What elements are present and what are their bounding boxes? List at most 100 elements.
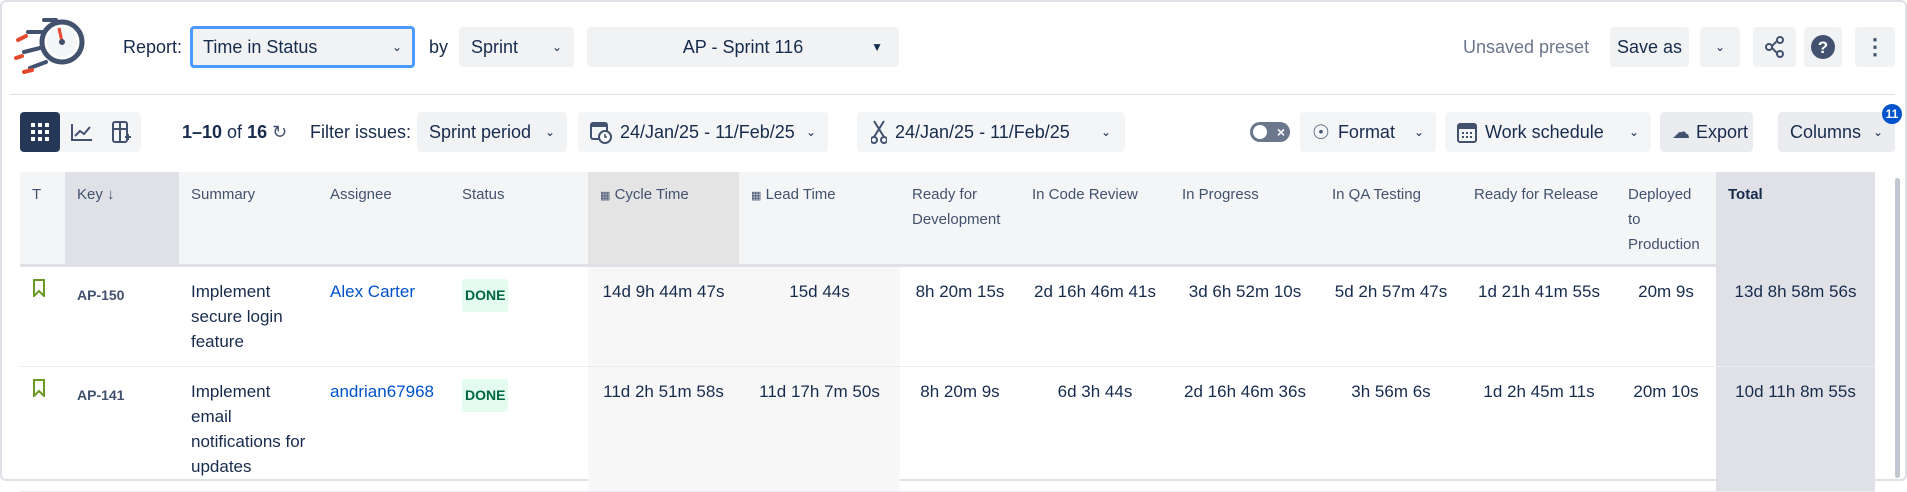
chevron-down-icon: ⌄ (1100, 125, 1111, 139)
refresh-icon[interactable]: ↻ (272, 121, 288, 142)
table-row: AP-141 Implement email notifications for… (20, 366, 1875, 492)
sort-arrow-down-icon: ↓ (107, 186, 115, 203)
in-code-review-value: 2d 16h 46m 41s (1020, 265, 1170, 367)
col-type[interactable]: T (20, 172, 65, 267)
issue-key[interactable]: AP-150 (65, 265, 179, 367)
date-range-value: 24/Jan/25 - 11/Feb/25 (620, 121, 795, 142)
assignee-cell: andrian67968 (318, 366, 450, 492)
assignee-cell: Alex Carter (318, 265, 450, 367)
save-as-button[interactable]: Save as (1610, 27, 1689, 67)
columns-label: Columns (1790, 121, 1862, 142)
chevron-down-icon: ⌄ (1714, 40, 1726, 54)
by-label: by (429, 36, 449, 57)
scissors-icon (871, 120, 887, 144)
col-ready-for-development[interactable]: Ready for Development (900, 172, 1020, 267)
report-select[interactable]: Time in Status ⌄ (190, 26, 415, 68)
col-assignee[interactable]: Assignee (318, 172, 450, 267)
chevron-down-icon: ⌄ (805, 125, 816, 139)
toggle-switch[interactable]: × (1250, 122, 1290, 142)
in-code-review-value: 6d 3h 44s (1020, 366, 1170, 492)
total-value: 13d 8h 58m 56s (1716, 265, 1875, 367)
by-select[interactable]: Sprint ⌄ (459, 27, 574, 67)
cycle-time-value: 14d 9h 44m 47s (588, 265, 739, 367)
format-button[interactable]: ☉ Format ⌄ (1300, 112, 1436, 152)
grid-view-button[interactable] (20, 112, 60, 152)
col-ready-for-release[interactable]: Ready for Release (1462, 172, 1616, 267)
in-qa-testing-value: 3h 56m 6s (1320, 366, 1462, 492)
line-chart-icon (71, 124, 92, 141)
svg-text:?: ? (1818, 38, 1828, 57)
report-value: Time in Status (203, 36, 318, 57)
table-header-row: T Key ↓ Summary Assignee Status ▦ Cycle … (20, 172, 1875, 267)
ready-for-release-value: 1d 21h 41m 55s (1462, 265, 1616, 367)
chevron-down-icon: ⌄ (1872, 125, 1883, 139)
calendar-clock-icon (590, 122, 612, 144)
drag-handle-icon[interactable]: ▦ (600, 190, 611, 202)
col-in-code-review[interactable]: In Code Review (1020, 172, 1170, 267)
drag-handle-icon[interactable]: ▦ (751, 190, 762, 202)
chevron-down-icon: ⌄ (391, 40, 402, 54)
col-deployed-to-production[interactable]: Deployed to Production (1616, 172, 1716, 267)
col-total[interactable]: Total (1716, 172, 1875, 267)
story-bookmark-icon (33, 278, 45, 298)
sprint-value: AP - Sprint 116 (682, 36, 804, 57)
chart-view-button[interactable] (64, 112, 100, 152)
filter-select[interactable]: Sprint period ⌄ (417, 112, 567, 152)
assignee-link[interactable]: andrian67968 (330, 381, 434, 401)
type-cell (20, 366, 65, 492)
assignee-link[interactable]: Alex Carter (330, 281, 416, 301)
lead-time-value: 15d 44s (739, 265, 900, 367)
status-badge: DONE (462, 278, 509, 312)
ready-for-development-value: 8h 20m 15s (900, 265, 1020, 367)
chevron-down-icon: ⌄ (1413, 125, 1424, 139)
chevron-down-icon: ⌄ (544, 125, 555, 139)
save-options-button[interactable]: ⌄ (1700, 27, 1740, 67)
pagination-info: 1–10 of 16 ↻ (182, 112, 287, 152)
filter-label: Filter issues: (310, 121, 412, 142)
share-icon (1764, 36, 1784, 58)
col-lead-time[interactable]: ▦ Lead Time (739, 172, 900, 267)
filter-value: Sprint period (429, 121, 532, 142)
total-value: 10d 11h 8m 55s (1716, 366, 1875, 492)
work-schedule-label: Work schedule (1485, 121, 1604, 142)
app-logo-icon (14, 18, 85, 74)
col-in-qa-testing[interactable]: In QA Testing (1320, 172, 1462, 267)
share-button[interactable] (1753, 27, 1796, 67)
issue-key[interactable]: AP-141 (65, 366, 179, 492)
time-in-status-table: T Key ↓ Summary Assignee Status ▦ Cycle … (20, 172, 1875, 492)
story-bookmark-icon (33, 378, 45, 398)
help-button[interactable]: ? (1804, 27, 1842, 67)
range-of: of (227, 121, 243, 142)
calendar-icon (1457, 123, 1477, 143)
col-cycle-time-label: Cycle Time (614, 186, 689, 203)
col-summary[interactable]: Summary (179, 172, 318, 267)
col-status[interactable]: Status (450, 172, 588, 267)
chevron-down-icon: ⌄ (551, 40, 562, 54)
col-in-progress[interactable]: In Progress (1170, 172, 1320, 267)
caret-down-icon: ▼ (871, 40, 883, 54)
cut-range-button[interactable]: 24/Jan/25 - 11/Feb/25 ⌄ (857, 112, 1125, 152)
divider (10, 94, 1895, 95)
in-progress-value: 2d 16h 46m 36s (1170, 366, 1320, 492)
col-cycle-time[interactable]: ▦ Cycle Time (588, 172, 739, 267)
format-label: Format (1337, 121, 1395, 142)
columns-button[interactable]: Columns ⌄ (1778, 112, 1895, 152)
vertical-scrollbar[interactable] (1895, 178, 1900, 478)
issue-summary: Implement email notifications for update… (179, 366, 318, 492)
col-key[interactable]: Key ↓ (65, 172, 179, 267)
in-progress-value: 3d 6h 52m 10s (1170, 265, 1320, 367)
sprint-select[interactable]: AP - Sprint 116 ▼ (587, 27, 899, 67)
work-schedule-button[interactable]: Work schedule ⌄ (1445, 112, 1651, 152)
pivot-view-button[interactable] (104, 112, 140, 152)
range-total: 16 (247, 121, 268, 142)
cycle-time-value: 11d 2h 51m 58s (588, 366, 739, 492)
status-cell: DONE (450, 366, 588, 492)
preset-status: Unsaved preset (1463, 36, 1590, 57)
cloud-download-icon: ☁ (1672, 121, 1690, 142)
more-options-button[interactable]: ⋮ (1855, 27, 1895, 67)
export-button[interactable]: ☁ Export (1660, 112, 1753, 152)
report-label: Report: (123, 36, 183, 57)
cut-range-value: 24/Jan/25 - 11/Feb/25 (895, 121, 1070, 142)
date-range-button[interactable]: 24/Jan/25 - 11/Feb/25 ⌄ (578, 112, 828, 152)
deployed-to-production-value: 20m 10s (1616, 366, 1716, 492)
